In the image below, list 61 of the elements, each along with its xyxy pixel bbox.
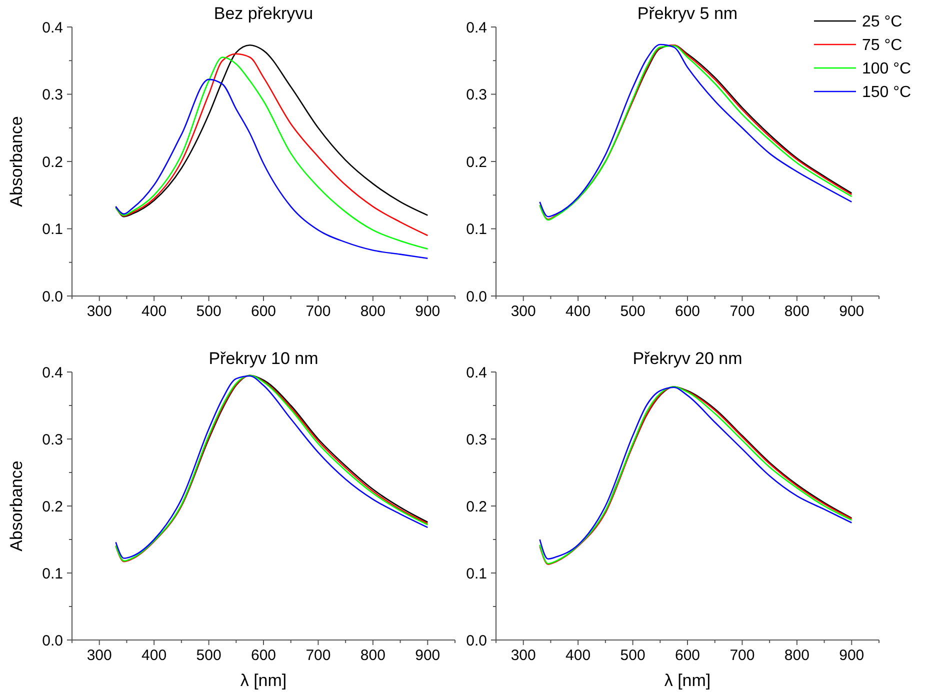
x-tick-label: 600 [674,647,700,664]
y-tick-label: 0.1 [42,565,63,582]
x-tick-label: 600 [674,303,700,320]
x-tick-label: 500 [620,647,646,664]
x-axis-title: λ [nm] [664,671,711,690]
x-tick-label: 400 [566,303,591,320]
y-tick-label: 0.3 [466,431,487,448]
legend-label: 150 °C [862,84,912,102]
x-tick-label: 900 [839,647,864,664]
x-tick-label: 300 [510,647,536,664]
y-tick-label: 0.2 [42,498,63,516]
y-tick-label: 0.0 [466,288,487,306]
y-tick-label: 0.0 [42,632,63,650]
x-tick-label: 900 [415,303,440,320]
y-tick-label: 0.4 [42,364,63,382]
x-tick-label: 700 [306,303,331,320]
x-tick-label: 500 [196,647,222,664]
x-tick-label: 400 [566,647,591,664]
x-tick-label: 700 [730,303,755,320]
y-tick-label: 0.1 [42,221,63,238]
x-axis-title: λ [nm] [240,671,287,690]
x-tick-label: 900 [839,303,864,320]
y-tick-label: 0.3 [466,86,487,104]
y-tick-label: 0.3 [42,431,63,448]
chart-title: Bez překryvu [214,4,314,23]
x-tick-label: 800 [784,647,810,664]
y-tick-label: 0.1 [466,221,487,238]
y-tick-label: 0.3 [42,86,63,104]
y-axis-title: Absorbance [7,116,26,207]
y-tick-label: 0.1 [466,565,487,582]
x-tick-label: 700 [730,647,755,664]
x-tick-label: 600 [250,647,276,664]
chart-title: Překryv 5 nm [637,4,738,23]
x-tick-label: 500 [620,303,646,320]
x-tick-label: 400 [142,303,167,320]
x-tick-label: 800 [360,303,386,320]
legend-label: 100 °C [862,60,912,78]
chart-title: Překryv 10 nm [208,349,318,368]
y-tick-label: 0.4 [466,364,487,382]
y-tick-label: 0.2 [466,498,487,516]
chart-title: Překryv 20 nm [632,349,742,368]
y-tick-label: 0.2 [466,154,487,171]
y-tick-label: 0.0 [466,632,487,650]
y-tick-label: 0.2 [42,154,63,171]
legend-label: 75 °C [862,37,902,54]
y-tick-label: 0.0 [42,288,63,306]
x-tick-label: 300 [510,303,536,320]
y-tick-label: 0.4 [42,19,63,36]
x-tick-label: 900 [415,647,440,664]
legend-label: 25 °C [862,14,902,31]
line-series [115,78,428,259]
x-tick-label: 500 [196,303,222,320]
y-tick-label: 0.4 [466,19,487,36]
y-axis-title: Absorbance [7,460,26,552]
x-tick-label: 300 [86,647,112,664]
x-tick-label: 700 [306,647,331,664]
x-tick-label: 600 [250,303,276,320]
x-tick-label: 400 [142,647,167,664]
x-tick-label: 300 [86,303,112,320]
x-tick-label: 800 [784,303,810,320]
x-tick-label: 800 [360,647,386,664]
